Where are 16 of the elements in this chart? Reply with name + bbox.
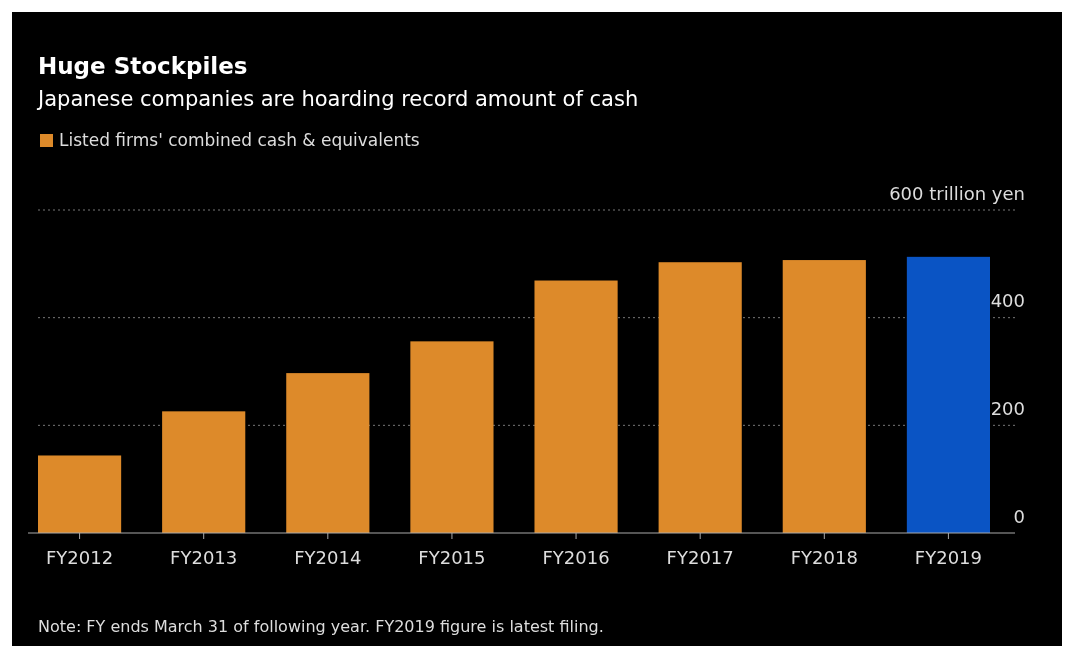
y-tick-label: 200 <box>990 398 1025 420</box>
legend-label: Listed firms' combined cash & equivalents <box>59 130 420 150</box>
x-tick-label: FY2014 <box>294 546 362 568</box>
text: Note: FY ends March 31 of following year. FY2019 figure is latest filing. <box>38 617 604 636</box>
x-tick-label: FY2016 <box>542 546 610 568</box>
y-tick-label: 400 <box>990 290 1025 312</box>
x-tick-label: FY2015 <box>418 546 486 568</box>
y-tick-label: 600 trillion yen <box>889 182 1025 204</box>
chart-title: Huge Stockpiles <box>38 53 248 79</box>
x-tick-label: FY2017 <box>666 546 734 568</box>
chart-subtitle: Japanese companies are hoarding record amount of cash <box>36 87 639 111</box>
x-tick-label: FY2013 <box>170 546 238 568</box>
y-tick-label: 0 <box>1013 505 1025 527</box>
x-tick-label: FY2012 <box>45 546 114 568</box>
x-tick-label: FY2019 <box>914 546 983 568</box>
x-tick-label: FY2018 <box>790 546 858 568</box>
